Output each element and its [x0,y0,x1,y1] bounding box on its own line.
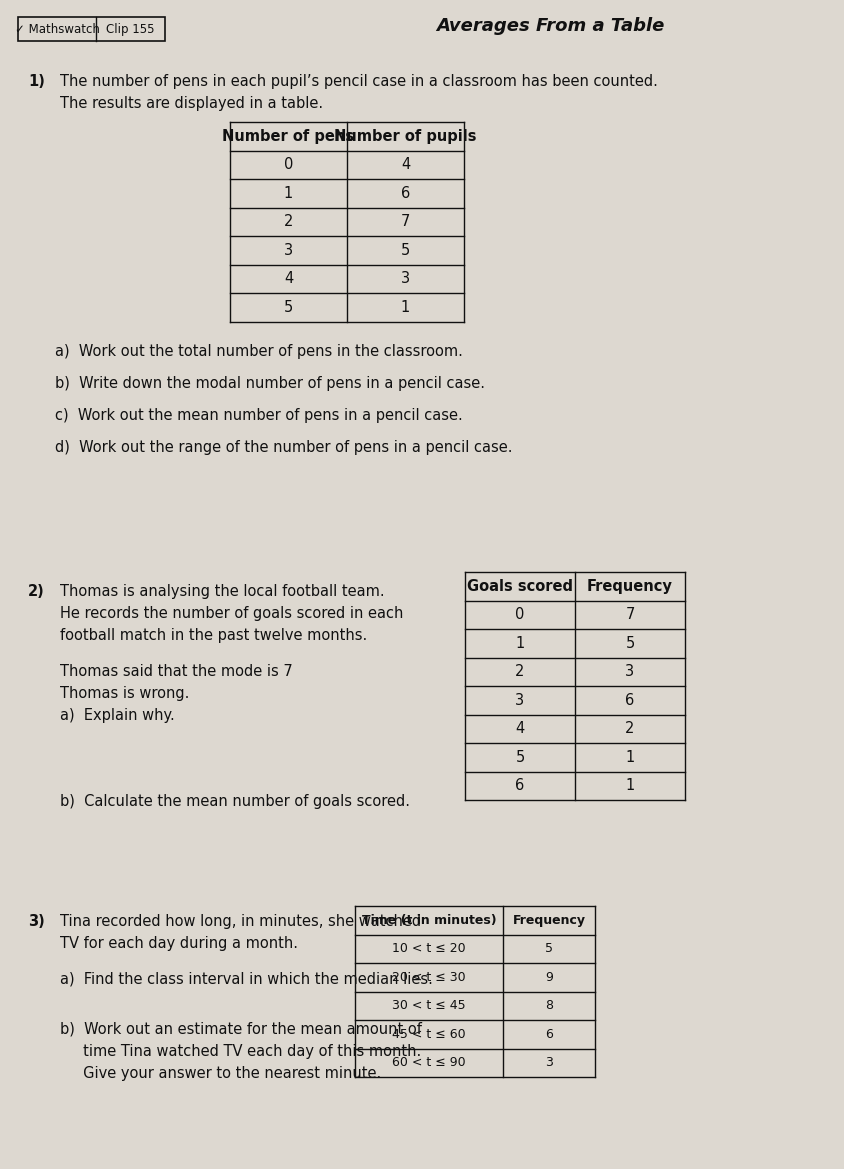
Text: 6: 6 [625,693,634,707]
Text: 6: 6 [515,779,524,794]
Text: Thomas said that the mode is 7: Thomas said that the mode is 7 [60,664,292,679]
Text: Frequency: Frequency [512,914,585,927]
Text: 3): 3) [28,914,45,929]
Text: Thomas is analysing the local football team.: Thomas is analysing the local football t… [60,584,384,599]
Text: c)  Work out the mean number of pens in a pencil case.: c) Work out the mean number of pens in a… [55,408,463,422]
Text: 5: 5 [400,243,409,257]
Text: 6: 6 [544,1028,552,1040]
Text: 0: 0 [284,158,293,172]
Text: 4: 4 [515,721,524,736]
Text: 6: 6 [400,186,409,201]
Text: b)  Write down the modal number of pens in a pencil case.: b) Write down the modal number of pens i… [55,375,484,390]
Text: a)  Find the class interval in which the median lies.: a) Find the class interval in which the … [60,971,432,987]
Text: 8: 8 [544,999,552,1012]
Text: 1): 1) [28,74,45,89]
Text: TV for each day during a month.: TV for each day during a month. [60,936,298,952]
Text: 5: 5 [515,749,524,765]
Text: 0: 0 [515,607,524,622]
Text: He records the number of goals scored in each: He records the number of goals scored in… [60,606,403,621]
Text: Time (t in minutes): Time (t in minutes) [361,914,495,927]
Text: 2: 2 [515,664,524,679]
Text: 5: 5 [625,636,634,651]
Text: 10 < t ≤ 20: 10 < t ≤ 20 [392,942,465,955]
Text: 1: 1 [625,779,634,794]
Text: 4: 4 [284,271,293,286]
Text: Number of pens: Number of pens [222,129,354,144]
Text: b)  Calculate the mean number of goals scored.: b) Calculate the mean number of goals sc… [60,794,409,809]
Text: a)  Work out the total number of pens in the classroom.: a) Work out the total number of pens in … [55,344,463,359]
Text: 2): 2) [28,584,45,599]
Text: 7: 7 [625,607,634,622]
Text: 3: 3 [284,243,293,257]
Text: 30 < t ≤ 45: 30 < t ≤ 45 [392,999,465,1012]
Text: 7: 7 [400,214,409,229]
Text: 1: 1 [284,186,293,201]
Text: 3: 3 [400,271,409,286]
Text: Averages From a Table: Averages From a Table [436,18,663,35]
Text: 9: 9 [544,970,552,984]
Bar [18,18,165,41]
Text: 45 < t ≤ 60: 45 < t ≤ 60 [392,1028,465,1040]
Text: 2: 2 [625,721,634,736]
Text: Thomas is wrong.: Thomas is wrong. [60,686,189,701]
Text: Frequency: Frequency [587,579,672,594]
Text: 4: 4 [400,158,409,172]
Text: 1: 1 [625,749,634,765]
Text: time Tina watched TV each day of this month.: time Tina watched TV each day of this mo… [60,1044,421,1059]
Text: The results are displayed in a table.: The results are displayed in a table. [60,96,322,111]
Text: Tina recorded how long, in minutes, she watched: Tina recorded how long, in minutes, she … [60,914,420,929]
Text: 1: 1 [515,636,524,651]
Text: 3: 3 [515,693,524,707]
Text: 5: 5 [544,942,552,955]
Text: The number of pens in each pupil’s pencil case in a classroom has been counted.: The number of pens in each pupil’s penci… [60,74,657,89]
Text: football match in the past twelve months.: football match in the past twelve months… [60,628,367,643]
Text: 60 < t ≤ 90: 60 < t ≤ 90 [392,1057,465,1070]
Text: b)  Work out an estimate for the mean amount of: b) Work out an estimate for the mean amo… [60,1022,421,1037]
Text: Number of pupils: Number of pupils [334,129,476,144]
Text: 1: 1 [400,299,409,314]
Text: Clip 155: Clip 155 [106,22,154,35]
Text: d)  Work out the range of the number of pens in a pencil case.: d) Work out the range of the number of p… [55,440,512,455]
Text: Goals scored: Goals scored [467,579,572,594]
Text: 20 < t ≤ 30: 20 < t ≤ 30 [392,970,465,984]
Text: 3: 3 [625,664,634,679]
Text: a)  Explain why.: a) Explain why. [60,708,175,722]
Text: 5: 5 [284,299,293,314]
Text: Give your answer to the nearest minute.: Give your answer to the nearest minute. [60,1066,381,1081]
Text: 2: 2 [284,214,293,229]
Text: ✓ Mathswatch: ✓ Mathswatch [14,22,100,35]
Text: 3: 3 [544,1057,552,1070]
